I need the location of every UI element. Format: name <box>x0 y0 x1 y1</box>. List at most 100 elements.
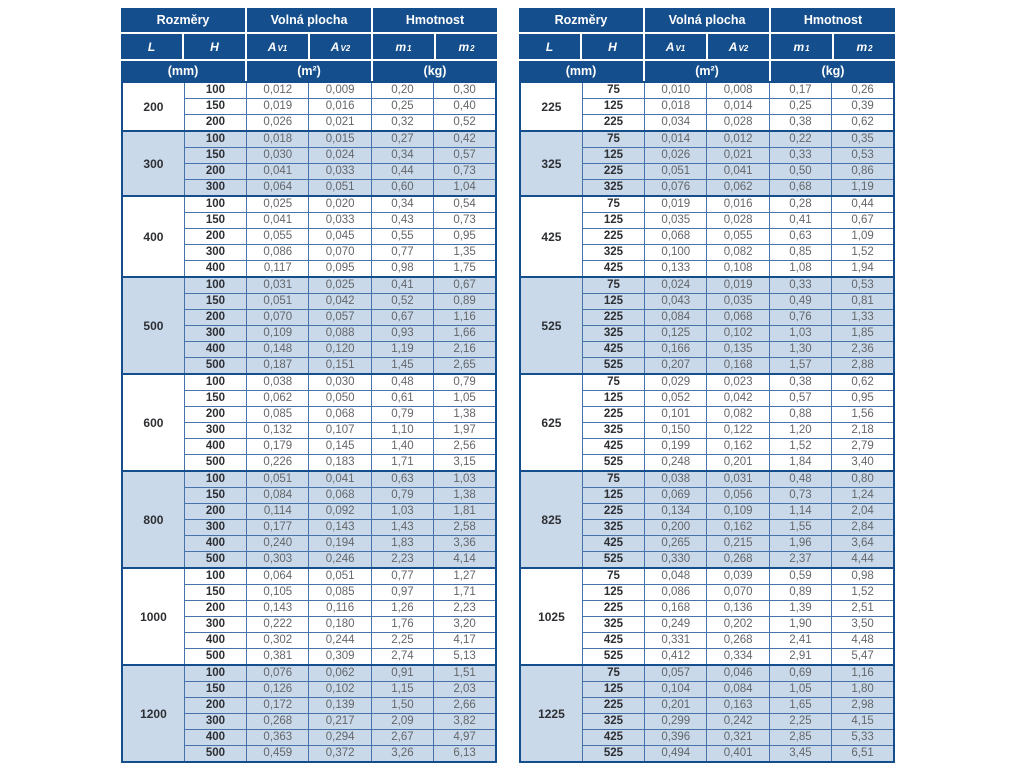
table-row: 150 0,084 0,068 0,79 1,38 <box>122 487 497 504</box>
header-unit-kg: (kg) <box>373 61 497 81</box>
h-value-cell: 400 <box>183 729 248 746</box>
h-value-cell: 150 <box>183 212 248 229</box>
m1-value-cell: 0,61 <box>370 390 435 407</box>
m2-value-cell: 0,42 <box>433 130 497 148</box>
av1-value-cell: 0,057 <box>644 664 708 682</box>
table-row: 800 100 0,051 0,041 0,63 1,03 <box>121 470 497 569</box>
table-row: 1225 75 0,057 0,046 0,69 1,16 <box>519 664 895 763</box>
av1-value-cell: 0,019 <box>644 195 708 213</box>
h-value-cell: 125 <box>581 98 646 115</box>
av1-value-cell: 0,062 <box>246 390 310 407</box>
m2-value-cell: 1,52 <box>831 244 895 261</box>
av1-value-cell: 0,240 <box>246 535 310 552</box>
m2-value-cell: 2,04 <box>831 503 895 520</box>
m2-value-cell: 0,35 <box>831 130 895 148</box>
av2-value-cell: 0,025 <box>308 276 372 294</box>
av1-value-cell: 0,085 <box>246 406 310 423</box>
h-value-cell: 400 <box>183 438 248 455</box>
m2-value-cell: 0,40 <box>433 98 497 115</box>
av2-value-cell: 0,070 <box>308 244 372 261</box>
m2-value-cell: 3,36 <box>433 535 497 552</box>
m2-value-cell: 1,71 <box>433 584 497 601</box>
av1-value-cell: 0,303 <box>246 551 310 569</box>
av2-value-cell: 0,215 <box>706 535 770 552</box>
av1-value-cell: 0,076 <box>246 664 310 682</box>
av2-value-cell: 0,246 <box>308 551 372 569</box>
header-dimensions: Rozměry <box>121 8 245 32</box>
av1-value-cell: 0,177 <box>246 519 310 536</box>
l-value-cell: 625 <box>519 373 583 472</box>
h-value-cell: 75 <box>581 195 646 213</box>
av1-value-cell: 0,018 <box>246 130 310 148</box>
av2-value-cell: 0,050 <box>308 390 372 407</box>
m2-value-cell: 1,03 <box>433 470 497 488</box>
av1-value-cell: 0,086 <box>246 244 310 261</box>
av1-value-cell: 0,133 <box>644 260 708 278</box>
av1-value-cell: 0,381 <box>246 648 310 666</box>
m1-value-cell: 0,85 <box>768 244 833 261</box>
av2-value-cell: 0,085 <box>308 584 372 601</box>
av1-value-cell: 0,024 <box>644 276 708 294</box>
m1-value-cell: 0,57 <box>768 390 833 407</box>
av1-value-cell: 0,018 <box>644 98 708 115</box>
av1-value-cell: 0,014 <box>644 130 708 148</box>
m2-value-cell: 4,48 <box>831 632 895 649</box>
h-value-cell: 225 <box>581 309 646 326</box>
h-value-cell: 75 <box>581 81 646 99</box>
av2-value-cell: 0,068 <box>308 487 372 504</box>
m2-value-cell: 4,15 <box>831 713 895 730</box>
av2-value-cell: 0,294 <box>308 729 372 746</box>
av2-value-cell: 0,217 <box>308 713 372 730</box>
av1-value-cell: 0,302 <box>246 632 310 649</box>
m2-value-cell: 1,51 <box>433 664 497 682</box>
av1-value-cell: 0,038 <box>246 373 310 391</box>
av1-value-cell: 0,101 <box>644 406 708 423</box>
h-value-cell: 525 <box>581 357 646 375</box>
m2-value-cell: 3,82 <box>433 713 497 730</box>
av2-value-cell: 0,028 <box>706 212 770 229</box>
av2-value-cell: 0,102 <box>308 681 372 698</box>
table-row: 425 0,199 0,162 1,52 2,79 <box>520 438 895 455</box>
av2-value-cell: 0,183 <box>308 454 372 472</box>
av2-value-cell: 0,109 <box>706 503 770 520</box>
m2-value-cell: 0,89 <box>433 293 497 310</box>
m1-value-cell: 0,79 <box>370 406 435 423</box>
m2-value-cell: 2,56 <box>433 438 497 455</box>
h-value-cell: 125 <box>581 147 646 164</box>
h-value-cell: 325 <box>581 616 646 633</box>
m1-value-cell: 0,93 <box>370 325 435 342</box>
av1-value-cell: 0,125 <box>644 325 708 342</box>
av1-value-cell: 0,248 <box>644 454 708 472</box>
m1-value-cell: 2,67 <box>370 729 435 746</box>
av2-value-cell: 0,046 <box>706 664 770 682</box>
av1-value-cell: 0,412 <box>644 648 708 666</box>
m2-value-cell: 3,50 <box>831 616 895 633</box>
header-weight: Hmotnost <box>771 8 895 32</box>
m2-value-cell: 0,73 <box>433 163 497 180</box>
m1-value-cell: 3,45 <box>768 745 833 763</box>
table-row: 425 75 0,019 0,016 0,28 0,44 <box>519 195 895 278</box>
av2-value-cell: 0,051 <box>308 179 372 197</box>
av1-value-cell: 0,031 <box>246 276 310 294</box>
table-row: 150 0,126 0,102 1,15 2,03 <box>122 681 497 698</box>
header-weight: Hmotnost <box>373 8 497 32</box>
table-row: 825 75 0,038 0,031 0,48 0,80 <box>519 470 895 569</box>
av2-value-cell: 0,321 <box>706 729 770 746</box>
av1-value-cell: 0,330 <box>644 551 708 569</box>
av2-value-cell: 0,309 <box>308 648 372 666</box>
h-value-cell: 225 <box>581 114 646 132</box>
h-value-cell: 425 <box>581 341 646 358</box>
m1-value-cell: 0,43 <box>370 212 435 229</box>
table-row: 525 0,494 0,401 3,45 6,51 <box>520 745 895 763</box>
m2-value-cell: 1,24 <box>831 487 895 504</box>
av2-value-cell: 0,151 <box>308 357 372 375</box>
h-value-cell: 425 <box>581 438 646 455</box>
m2-value-cell: 5,13 <box>433 648 497 666</box>
av1-value-cell: 0,025 <box>246 195 310 213</box>
av2-value-cell: 0,035 <box>706 293 770 310</box>
table-row: 200 0,070 0,057 0,67 1,16 <box>122 309 497 326</box>
m1-value-cell: 0,69 <box>768 664 833 682</box>
m2-value-cell: 4,97 <box>433 729 497 746</box>
m1-value-cell: 0,41 <box>370 276 435 294</box>
